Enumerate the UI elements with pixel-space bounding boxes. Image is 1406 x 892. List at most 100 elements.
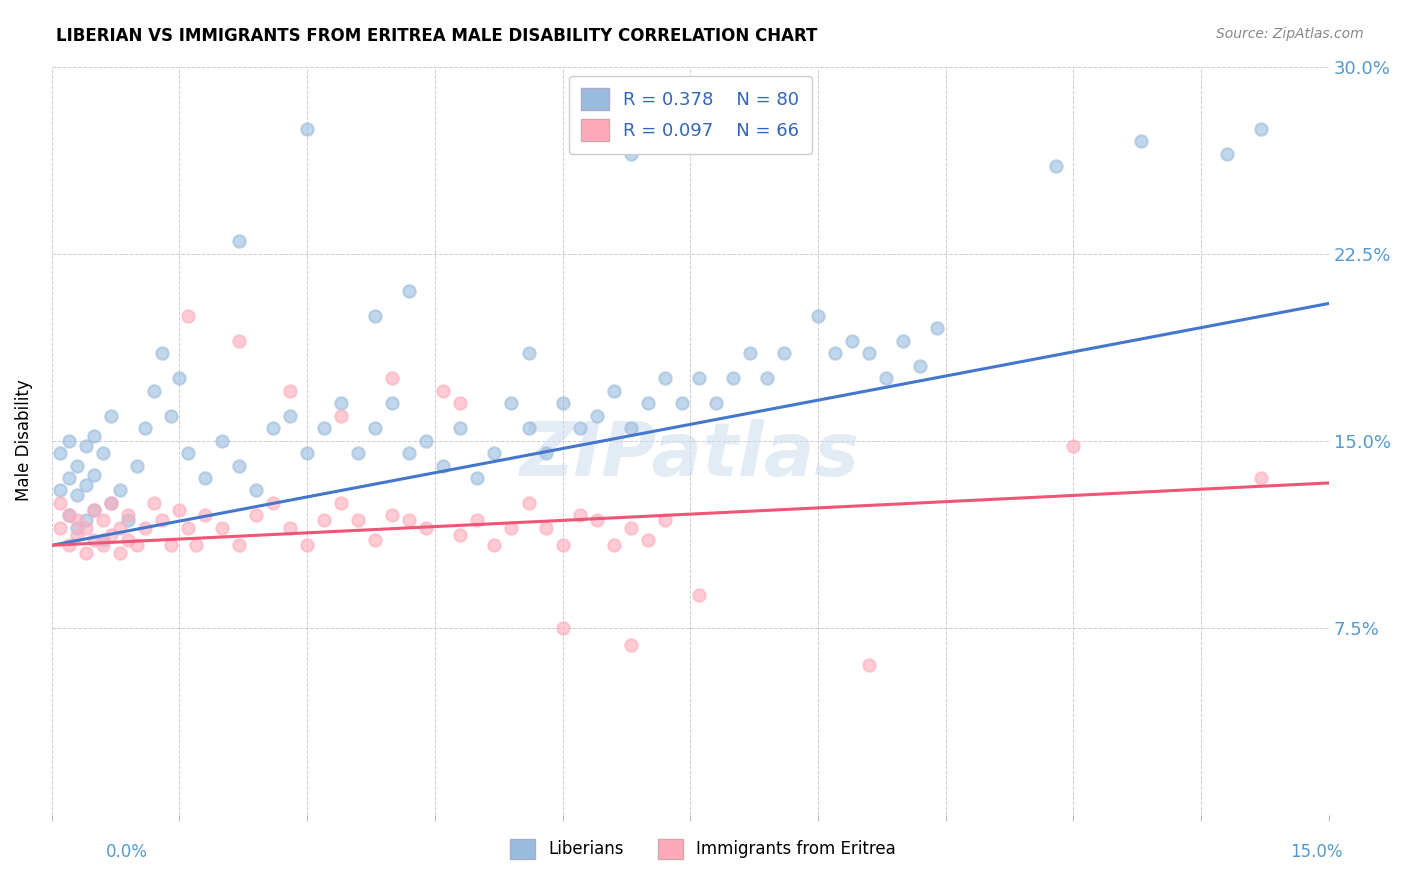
Point (602, 384, 624, 398)
Point (688, 371, 710, 385)
Point (134, 421, 156, 435)
Point (449, 528, 471, 542)
Point (142, 496, 165, 510)
Point (330, 396, 353, 410)
Point (398, 284, 420, 298)
Point (75, 513, 97, 527)
Point (83, 468, 105, 483)
Point (58, 538, 80, 552)
Point (108, 521, 131, 535)
Point (330, 496, 353, 510)
Point (654, 513, 676, 527)
Point (654, 371, 676, 385)
Point (83, 503, 105, 517)
Point (91, 538, 114, 552)
Point (484, 538, 506, 552)
Point (1045, 159, 1067, 173)
Point (100, 528, 122, 542)
Point (314, 513, 336, 527)
Point (585, 513, 607, 527)
Point (278, 384, 301, 398)
Point (177, 446, 200, 460)
Point (228, 334, 250, 348)
Point (364, 309, 387, 323)
Point (432, 458, 454, 473)
Point (211, 521, 233, 535)
Point (551, 538, 574, 552)
Point (66, 513, 89, 527)
Point (517, 421, 540, 435)
Point (415, 521, 437, 535)
Point (688, 588, 710, 602)
Y-axis label: Male Disability: Male Disability (15, 380, 32, 501)
Point (467, 471, 489, 485)
Point (398, 513, 420, 527)
Point (169, 371, 191, 385)
Point (125, 458, 148, 473)
Point (1250, 122, 1272, 136)
Point (721, 371, 744, 385)
Point (484, 446, 506, 460)
Point (381, 396, 404, 410)
Point (517, 496, 540, 510)
Point (467, 513, 489, 527)
Point (1130, 135, 1153, 149)
Point (637, 396, 659, 410)
Point (738, 346, 761, 360)
Point (83, 428, 105, 442)
Point (66, 458, 89, 473)
Point (134, 521, 156, 535)
Point (228, 458, 250, 473)
Point (75, 521, 97, 535)
Point (1062, 439, 1084, 453)
Point (262, 421, 284, 435)
Point (671, 396, 693, 410)
Point (534, 446, 557, 460)
Point (347, 446, 370, 460)
Point (620, 521, 643, 535)
Point (449, 421, 471, 435)
Point (620, 421, 643, 435)
Point (891, 334, 914, 348)
Point (108, 546, 131, 560)
Point (152, 346, 174, 360)
Point (773, 346, 796, 360)
Point (568, 421, 591, 435)
Point (58, 471, 80, 485)
Point (398, 446, 420, 460)
Point (117, 508, 139, 523)
Point (295, 446, 318, 460)
Point (160, 409, 183, 423)
Point (568, 508, 591, 523)
Point (66, 488, 89, 502)
Point (620, 638, 643, 652)
Point (364, 421, 387, 435)
Legend: Liberians, Immigrants from Eritrea: Liberians, Immigrants from Eritrea (503, 832, 903, 866)
Point (295, 538, 318, 552)
Point (704, 396, 727, 410)
Point (125, 538, 148, 552)
Legend: R = 0.378    N = 80, R = 0.097    N = 66: R = 0.378 N = 80, R = 0.097 N = 66 (569, 76, 811, 154)
Point (841, 334, 863, 348)
Point (49, 521, 72, 535)
Point (58, 434, 80, 448)
Point (75, 478, 97, 492)
Point (602, 538, 624, 552)
Point (169, 503, 191, 517)
Point (100, 496, 122, 510)
Point (117, 513, 139, 527)
Point (245, 483, 267, 498)
Point (415, 434, 437, 448)
Point (278, 409, 301, 423)
Point (381, 508, 404, 523)
Point (927, 321, 949, 335)
Point (501, 521, 523, 535)
Point (551, 621, 574, 635)
Point (824, 346, 846, 360)
Text: 0.0%: 0.0% (105, 843, 148, 861)
Point (91, 446, 114, 460)
Text: Source: ZipAtlas.com: Source: ZipAtlas.com (1216, 27, 1364, 41)
Point (228, 538, 250, 552)
Point (501, 396, 523, 410)
Point (66, 521, 89, 535)
